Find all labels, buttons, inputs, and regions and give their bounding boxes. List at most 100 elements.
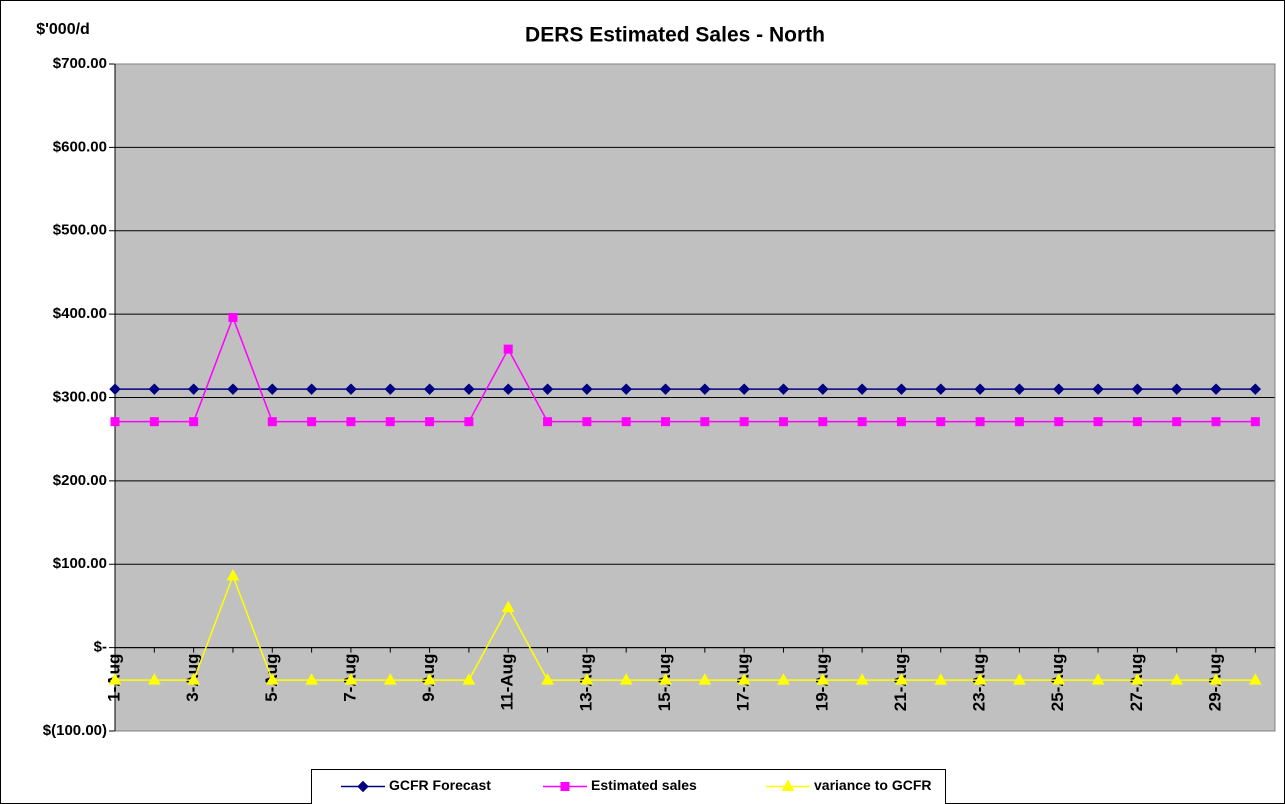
data-point [581, 383, 593, 395]
data-point [1210, 383, 1222, 395]
data-point [148, 383, 161, 395]
data-point [817, 383, 829, 395]
legend-marker [560, 782, 570, 791]
data-point [149, 417, 159, 427]
data-point [1249, 383, 1262, 395]
data-point [423, 673, 436, 685]
data-point [1014, 417, 1024, 427]
y-tick-label: $600.00 [53, 138, 107, 155]
data-point [502, 383, 514, 395]
data-point [384, 383, 396, 395]
data-point [305, 673, 318, 685]
data-point [543, 417, 553, 427]
data-point [1211, 417, 1221, 427]
data-point [227, 383, 239, 395]
data-point [1013, 673, 1026, 685]
data-point [621, 417, 631, 427]
data-point [345, 383, 357, 395]
data-point [738, 383, 750, 395]
data-point [1131, 673, 1144, 685]
data-point [659, 673, 672, 685]
data-point [737, 673, 751, 685]
data-point [189, 417, 199, 427]
data-point [344, 673, 358, 685]
chart-title: DERS Estimated Sales - North [525, 24, 825, 47]
data-point [1248, 673, 1262, 685]
data-point [110, 417, 120, 427]
data-point [1170, 673, 1184, 685]
data-point [307, 417, 317, 427]
data-point [541, 383, 554, 395]
data-point [582, 417, 592, 427]
data-point [895, 673, 908, 685]
data-point [541, 673, 554, 685]
legend-marker [781, 779, 795, 791]
data-point [109, 383, 121, 395]
data-point [266, 383, 278, 395]
y-tick-label: $(100.00) [43, 722, 107, 739]
data-point [739, 417, 749, 427]
data-point [698, 673, 712, 685]
data-point [108, 673, 122, 685]
data-point [816, 673, 830, 685]
series-line [115, 315, 1256, 423]
y-tick-label: $100.00 [53, 555, 107, 572]
y-tick-label: $200.00 [53, 472, 107, 489]
data-point [856, 383, 868, 395]
data-point [778, 417, 788, 427]
data-point [383, 673, 397, 685]
data-point [1053, 383, 1065, 395]
data-point [700, 417, 710, 427]
data-point [619, 673, 633, 685]
data-point [975, 417, 985, 427]
data-point [580, 673, 594, 685]
data-point [425, 417, 435, 427]
data-point [818, 417, 828, 427]
data-point [1172, 417, 1182, 427]
legend-label: GCFR Forecast [389, 777, 491, 793]
data-point [385, 417, 395, 427]
data-point [661, 417, 671, 427]
data-point [777, 673, 790, 685]
legend-box [311, 769, 946, 804]
data-point [895, 383, 908, 395]
data-point [1013, 383, 1026, 395]
y-tick-label: $500.00 [53, 222, 107, 239]
series-line [115, 573, 1256, 681]
data-point [305, 383, 318, 395]
data-point [699, 383, 711, 395]
data-point [974, 383, 986, 395]
data-point [226, 568, 240, 581]
x-tick-label: 11-Aug [498, 654, 517, 711]
data-point [1093, 417, 1103, 427]
data-point [501, 600, 515, 613]
y-tick-label: $700.00 [53, 55, 107, 72]
data-point [463, 383, 475, 395]
legend-label: variance to GCFR [814, 777, 931, 793]
data-point [462, 673, 476, 685]
legend-label: Estimated sales [591, 777, 697, 793]
y-axis-title: $'000/d [36, 21, 90, 38]
legend-marker [357, 780, 369, 793]
data-point [187, 673, 200, 685]
y-tick-label: $300.00 [53, 388, 107, 405]
data-point [936, 417, 946, 427]
data-point [228, 312, 238, 322]
data-point [187, 383, 200, 395]
data-point [777, 383, 790, 395]
data-point [857, 417, 867, 427]
data-point [1091, 673, 1105, 685]
data-point [267, 417, 277, 427]
data-point [464, 417, 474, 427]
data-point [659, 383, 672, 395]
data-point [1250, 417, 1260, 427]
data-point [855, 673, 869, 685]
data-point [346, 417, 356, 427]
data-point [935, 383, 947, 395]
data-point [896, 417, 906, 427]
data-point [503, 344, 513, 354]
data-point [620, 383, 632, 395]
data-point [265, 673, 279, 685]
data-point [147, 673, 161, 685]
